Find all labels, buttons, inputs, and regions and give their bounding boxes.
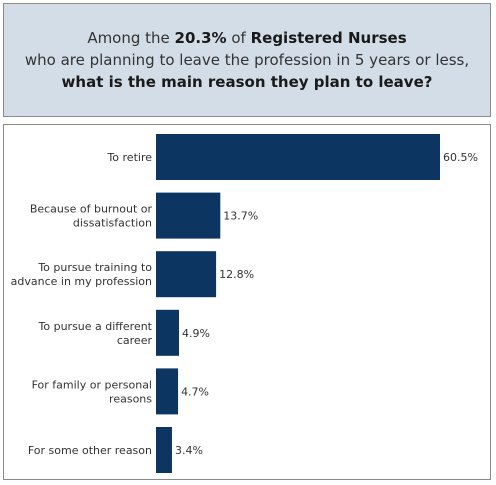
bar-4 — [156, 368, 179, 415]
title-percent: 20.3% — [174, 29, 227, 47]
category-label-1: Because of burnout or dissatisfaction — [30, 203, 153, 230]
data-label-3: 4.9% — [182, 327, 210, 340]
category-label-4: For family or personal reasons — [32, 378, 153, 405]
category-label-2: To pursue training to advance in my profe… — [11, 261, 153, 288]
data-label-5: 3.4% — [175, 444, 203, 457]
category-label-line: Because of burnout or — [30, 203, 153, 216]
data-label-2: 12.8% — [219, 268, 254, 281]
category-label-0: To retire — [106, 151, 152, 164]
chart-panel: 60.5% To retire 13.7% Because of burnout or… — [3, 124, 491, 480]
bar-1 — [156, 192, 221, 239]
category-label-line: dissatisfaction — [73, 217, 152, 230]
bar-0 — [156, 134, 440, 180]
category-label-line: career — [117, 334, 153, 347]
title-line-2: who are planning to leave the profession… — [24, 51, 470, 69]
chart-title-box: Among the 20.3% of Registered Nurses who… — [3, 3, 491, 117]
bar-chart: 60.5% To retire 13.7% Because of burnout or… — [11, 134, 478, 473]
category-label-line: advance in my profession — [11, 275, 152, 288]
category-label-line: For some other reason — [28, 444, 152, 457]
category-label-5: For some other reason — [28, 444, 152, 457]
bar-3 — [156, 309, 180, 356]
title-line-1: Among the 20.3% of Registered Nurses — [87, 27, 406, 49]
data-label-4: 4.7% — [181, 385, 209, 398]
bar-5 — [156, 427, 172, 473]
category-label-line: For family or personal — [32, 378, 152, 391]
data-label-0: 60.5% — [443, 151, 478, 164]
category-label-line: To pursue training to — [37, 261, 152, 274]
bar-2 — [156, 251, 217, 298]
title-text: Among the — [87, 29, 175, 47]
category-label-line: To pursue a different — [38, 320, 153, 333]
title-group: Registered Nurses — [250, 29, 407, 47]
title-question: what is the main reason they plan to lea… — [61, 73, 433, 91]
data-label-1: 13.7% — [223, 210, 258, 223]
category-label-line: reasons — [109, 392, 152, 405]
title-text: of — [226, 29, 251, 47]
title-line-3: what is the main reason they plan to lea… — [62, 71, 433, 93]
category-label-3: To pursue a different career — [38, 320, 153, 347]
category-label-line: To retire — [106, 151, 152, 164]
